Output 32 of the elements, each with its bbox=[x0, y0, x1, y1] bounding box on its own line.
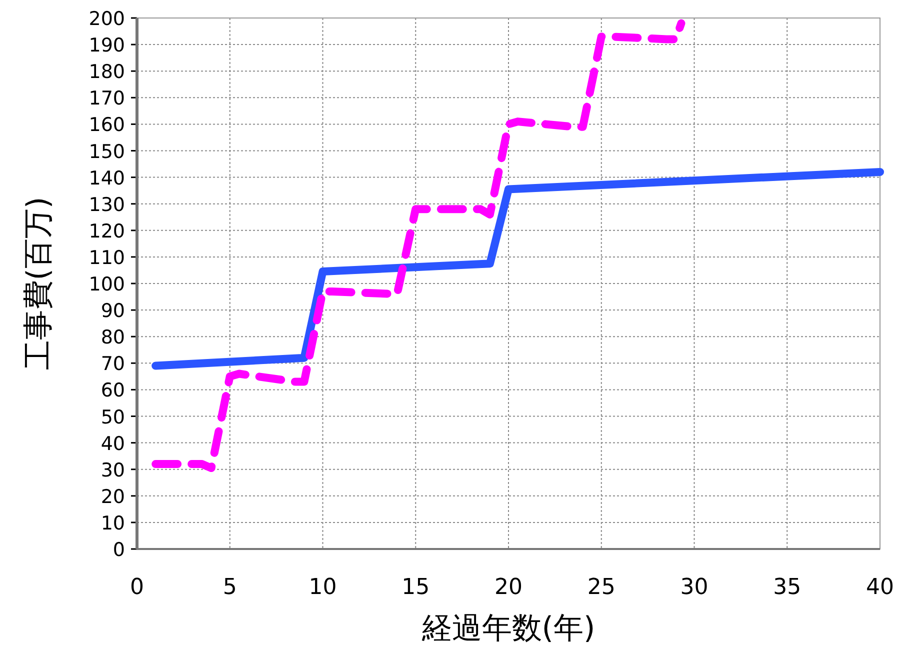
y-tick-label: 150 bbox=[88, 140, 125, 163]
y-tick-label: 190 bbox=[88, 34, 125, 57]
y-tick-label: 80 bbox=[100, 326, 125, 349]
y-tick-label: 70 bbox=[100, 353, 125, 376]
y-tick-label: 10 bbox=[100, 512, 125, 534]
y-tick-label: 140 bbox=[88, 167, 125, 190]
y-tick-label: 110 bbox=[88, 246, 125, 269]
x-tick-label: 40 bbox=[866, 575, 894, 600]
x-tick-label: 15 bbox=[402, 575, 430, 600]
x-tick-label: 5 bbox=[222, 575, 237, 600]
y-tick-label: 20 bbox=[100, 486, 125, 508]
y-tick-label: 180 bbox=[88, 61, 125, 84]
x-tick-label: 20 bbox=[494, 575, 522, 600]
x-tick-label: 10 bbox=[308, 575, 337, 600]
x-tick-label: 25 bbox=[587, 575, 616, 600]
y-tick-label: 170 bbox=[88, 88, 125, 110]
y-tick-label: 120 bbox=[88, 220, 125, 242]
y-tick-label: 200 bbox=[88, 8, 125, 30]
y-tick-label: 100 bbox=[88, 274, 125, 296]
x-tick-label: 30 bbox=[680, 575, 708, 600]
y-tick-label: 50 bbox=[100, 406, 125, 428]
y-tick-label: 0 bbox=[112, 539, 125, 561]
y-tick-label: 130 bbox=[88, 194, 125, 216]
y-tick-label: 90 bbox=[100, 300, 125, 322]
y-tick-label: 160 bbox=[88, 114, 125, 136]
y-tick-label: 60 bbox=[100, 380, 125, 402]
x-axis-title: 経過年数(年) bbox=[420, 611, 596, 645]
y-axis-title: 工事費(百万) bbox=[21, 196, 56, 370]
x-tick-label: 35 bbox=[773, 575, 802, 600]
x-tick-label: 0 bbox=[130, 575, 144, 600]
y-tick-label: 30 bbox=[100, 459, 125, 482]
y-tick-label: 40 bbox=[100, 432, 125, 455]
